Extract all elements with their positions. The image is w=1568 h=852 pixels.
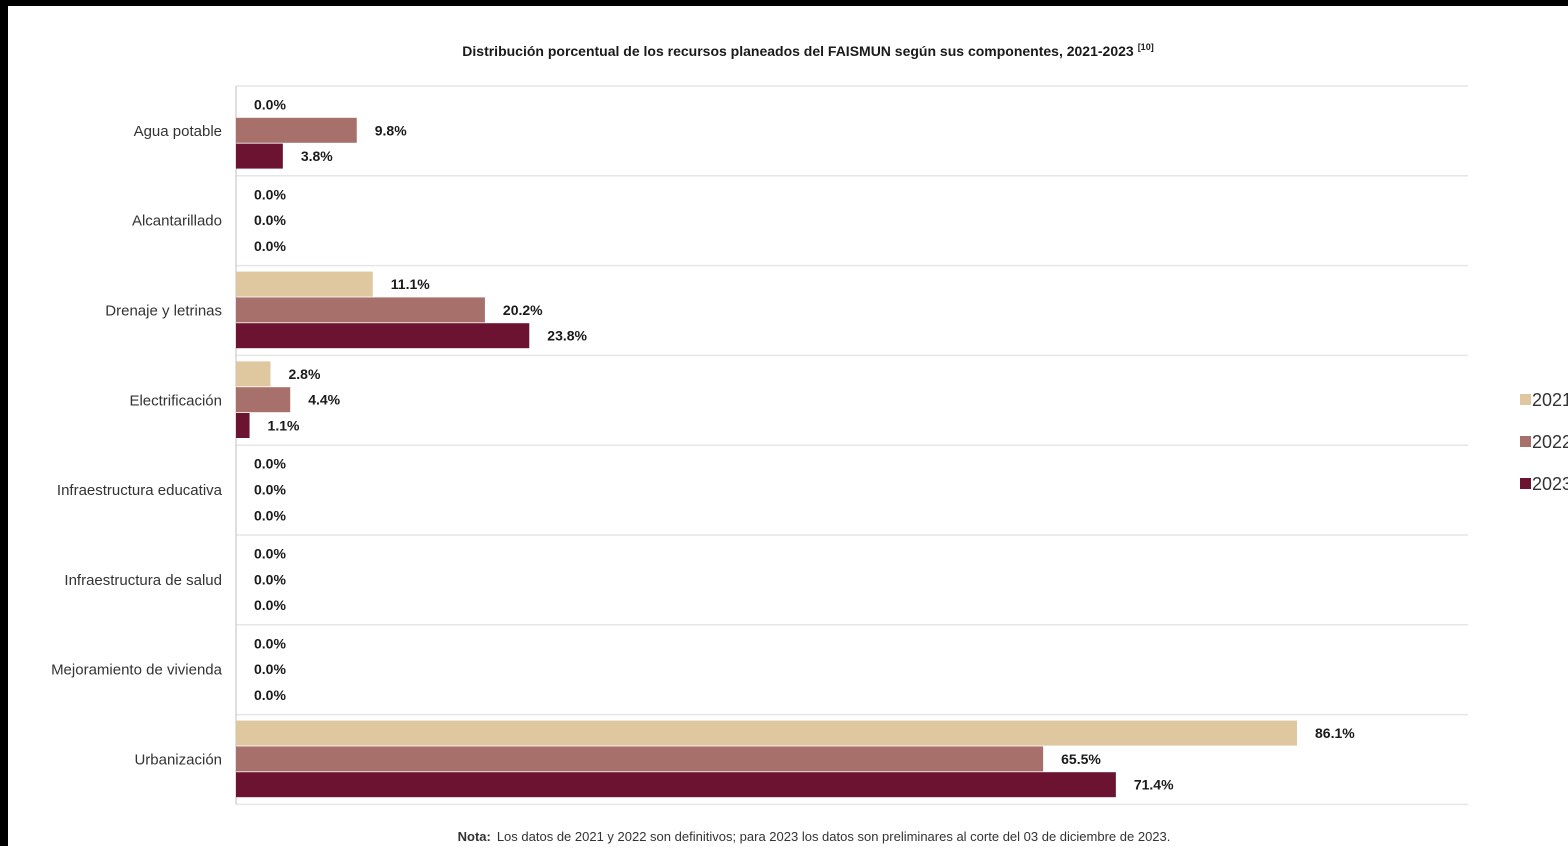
data-label: 0.0% (254, 456, 286, 472)
data-label: 0.0% (254, 687, 286, 703)
legend-swatch-2021 (1520, 394, 1531, 405)
bar-2022 (236, 746, 1044, 772)
chart-canvas: Distribución porcentual de los recursos … (51, 42, 1568, 844)
chart-title-main: Distribución porcentual de los recursos … (462, 43, 1134, 59)
footnote: Nota: Los datos de 2021 y 2022 son defini… (458, 829, 1171, 844)
legend-swatch-2023 (1520, 478, 1531, 489)
data-label: 0.0% (254, 546, 286, 562)
bar-2023 (236, 143, 283, 169)
footnote-label: Nota: (458, 829, 491, 844)
data-label: 65.5% (1061, 751, 1101, 767)
legend-label-2023: 2023 (1532, 474, 1568, 494)
category-label: Urbanización (134, 752, 222, 769)
footnote-text: Los datos de 2021 y 2022 son definitivos… (497, 829, 1171, 844)
category-label: Agua potable (134, 123, 222, 140)
category-labels: Agua potable Alcantarillado Drenaje y letr… (51, 123, 223, 769)
data-label: 3.8% (301, 148, 333, 164)
chart-title-superscript: [10] (1138, 42, 1154, 52)
data-label: 0.0% (254, 97, 286, 113)
bar-2022 (236, 387, 291, 413)
bar-2021 (236, 271, 373, 297)
bar-2022 (236, 297, 485, 323)
legend-label-2021: 2021 (1532, 390, 1568, 410)
chart-title: Distribución porcentual de los recursos … (462, 42, 1153, 59)
data-label: 0.0% (254, 212, 286, 228)
bar-2023 (236, 772, 1116, 798)
data-label: 0.0% (254, 597, 286, 613)
legend-label-2022: 2022 (1532, 432, 1568, 452)
bar-2021 (236, 720, 1297, 746)
data-label: 0.0% (254, 186, 286, 202)
data-label: 23.8% (547, 328, 587, 344)
data-label: 20.2% (503, 302, 543, 318)
data-label: 9.8% (375, 122, 407, 138)
data-label: 0.0% (254, 238, 286, 254)
data-label: 2.8% (289, 366, 321, 382)
data-label: 0.0% (254, 482, 286, 498)
data-label: 11.1% (391, 276, 430, 292)
data-label: 0.0% (254, 661, 286, 677)
bar-2023 (236, 413, 250, 438)
category-label: Infraestructura educativa (57, 482, 223, 499)
data-label: 0.0% (254, 507, 286, 523)
gridlines (235, 85, 1468, 806)
data-label: 86.1% (1315, 725, 1355, 741)
data-label: 0.0% (254, 635, 286, 651)
value-labels: 0.0% 9.8% 3.8% 0.0% 0.0% 0.0% 11.1% 20.2%23.8% 2… (254, 97, 1355, 793)
bar-2023 (236, 323, 530, 349)
data-label: 71.4% (1134, 777, 1174, 793)
category-label: Drenaje y letrinas (105, 303, 222, 320)
data-label: 0.0% (254, 571, 286, 587)
category-label: Electrificación (129, 392, 222, 409)
bar-2021 (236, 361, 271, 387)
category-label: Alcantarillado (132, 213, 222, 230)
category-label: Infraestructura de salud (64, 572, 222, 589)
category-label: Mejoramiento de vivienda (51, 662, 223, 679)
bar-2022 (236, 117, 357, 143)
legend: 2021 2022 2023 (1520, 390, 1568, 494)
bars (236, 117, 1297, 798)
data-label: 4.4% (308, 392, 340, 408)
data-label: 1.1% (268, 418, 300, 434)
legend-swatch-2022 (1520, 436, 1531, 447)
